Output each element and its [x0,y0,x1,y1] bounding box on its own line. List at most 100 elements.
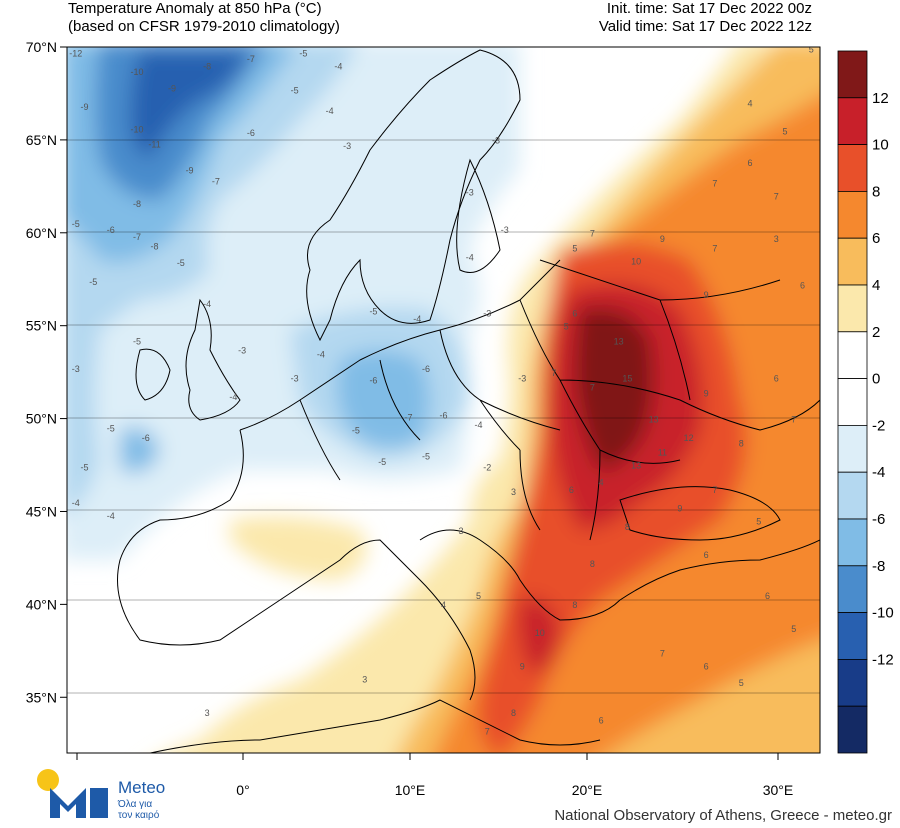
logo-name: Meteo [118,778,166,797]
contour-label: 5 [809,45,814,55]
colorbar-swatch [837,378,868,426]
colorbar-swatch [837,424,868,473]
contour-label: 9 [677,503,682,513]
contour-label: -3 [238,346,246,356]
contour-label: -6 [247,128,255,138]
contour-label: 15 [622,373,632,383]
contour-label: 6 [569,485,574,495]
contour-label: -6 [142,433,150,443]
contour-label: -10 [131,67,144,77]
contour-label: -5 [369,307,377,317]
graticule [67,139,820,694]
contour-label: -8 [151,242,159,252]
contour-label: -4 [229,392,237,402]
lat-label: 65°N [26,132,57,148]
colorbar-label: 12 [872,90,889,107]
contour-label: -4 [466,253,474,263]
contour-label: 7 [551,368,556,378]
anomaly-area-warm-10b [518,598,560,672]
contour-label: 6 [765,591,770,601]
contour-label: 3 [774,234,779,244]
header-left: Temperature Anomaly at 850 hPa (°C) (bas… [68,0,340,36]
contour-label: 6 [774,373,779,383]
anomaly-field [67,47,820,753]
contour-label: -5 [89,277,97,287]
contour-label: -5 [299,48,307,58]
lat-label: 50°N [26,411,57,427]
colorbar-swatch [837,97,868,146]
contour-label: 6 [599,715,604,725]
contour-label: 9 [704,388,709,398]
contour-label: -5 [177,258,185,268]
colorbar-swatch [837,471,868,520]
contour-label: -3 [518,373,526,383]
contour-label: -9 [81,102,89,112]
contour-label: 6 [747,158,752,168]
contour-label: -7 [404,412,412,422]
contour-label: 13 [631,461,641,471]
anomaly-area-cold-6c [120,427,160,473]
contour-label: -4 [72,498,80,508]
contour-label: -2 [483,463,491,473]
contour-label: -4 [203,299,211,309]
colorbar-label: -8 [872,558,885,575]
contour-label: 11 [658,448,667,458]
border-lines [299,259,820,541]
coastline-scandinavia [306,49,521,342]
meteo-logo-icon [37,769,108,818]
coastlines [117,49,820,753]
anomaly-area-cold-10 [130,50,250,160]
colorbar-swatch [837,144,868,192]
contour-labels: -12 -10 -9 -8 -7 -5 -4 -9 -10 -11 -9 -8 -7 -6 -5 -4 -3 -5… [69,45,814,736]
contour-label: -5 [352,425,360,435]
contour-label: 8 [590,559,595,569]
lon-label: 0° [236,782,249,798]
contour-label: -4 [107,511,115,521]
contour-label: 3 [205,708,210,718]
contour-label: -4 [413,314,421,324]
colorbar-label: -12 [872,651,894,668]
contour-label: -4 [475,420,483,430]
colorbar: 12 10 8 6 4 2 0 -2 -4 -6 -8 -10 -12 [837,50,894,754]
contour-label: -12 [69,48,82,58]
lat-label: 55°N [26,318,57,334]
coastline-ireland [135,348,171,401]
colorbar-swatch [837,50,868,99]
contour-label: 7 [485,726,490,736]
lat-label: 60°N [26,225,57,241]
colorbar-label: 4 [872,277,880,294]
colorbar-label: -2 [872,417,885,434]
contour-label: 6 [704,661,709,671]
contour-label: -6 [422,364,430,374]
contour-label: 12 [684,433,694,443]
map-title: Temperature Anomaly at 850 hPa (°C) [68,0,322,17]
contour-label: 5 [564,321,569,331]
contour-label: 5 [739,678,744,688]
contour-label: 13 [614,336,624,346]
colorbar-swatch [837,565,868,613]
contour-label: 10 [631,256,641,266]
anomaly-area-warm-12 [575,308,654,470]
contour-label: 7 [712,243,717,253]
contour-label: -3 [501,225,509,235]
contour-label: 6 [572,308,577,318]
contour-label: 9 [660,234,665,244]
contour-label: 10 [535,628,545,638]
contour-label: -10 [131,124,144,134]
coastline-great-britain [185,298,241,421]
colorbar-label: -4 [872,464,885,481]
contour-label: -6 [369,375,377,385]
contour-label: 9 [520,661,525,671]
contour-label: -7 [212,176,220,186]
anomaly-area-warm-2b [230,516,367,580]
contour-label: 3 [362,674,367,684]
contour-label: -5 [81,463,89,473]
colorbar-swatch [837,659,868,707]
contour-label: -6 [439,411,447,421]
colorbar-label: 8 [872,183,880,200]
colorbar-swatch [837,190,868,239]
contour-label: 6 [704,550,709,560]
contour-label: 3 [511,487,516,497]
header-right: Init. time: Sat 17 Dec 2022 00z Valid ti… [599,0,812,36]
